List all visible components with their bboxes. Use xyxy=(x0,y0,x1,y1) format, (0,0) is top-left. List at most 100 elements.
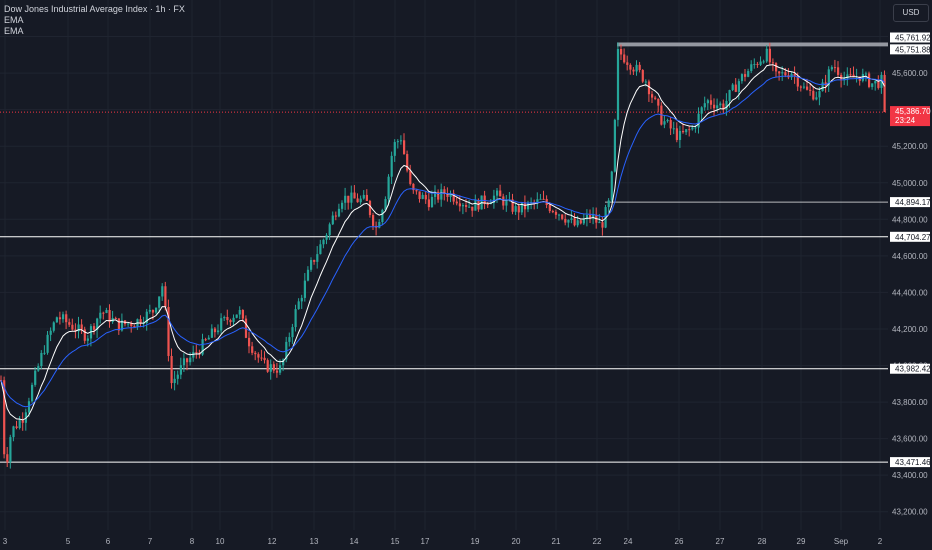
candle-body xyxy=(161,286,164,297)
candle-body xyxy=(709,100,713,105)
candle-body xyxy=(762,61,765,63)
candle-body xyxy=(775,63,778,72)
time-tick-label: 29 xyxy=(797,537,806,546)
candle-body xyxy=(765,48,768,62)
candle-body xyxy=(747,71,750,77)
candle-body xyxy=(672,128,675,130)
candle-body xyxy=(579,220,582,224)
candle-body xyxy=(812,90,815,100)
candle-body xyxy=(328,224,331,236)
currency-button[interactable]: USD xyxy=(893,4,929,22)
candle-body xyxy=(93,326,96,330)
time-tick-label: 2 xyxy=(878,537,883,546)
candle-body xyxy=(195,351,198,353)
chart-legend: Dow Jones Industrial Average Index · 1h … xyxy=(4,4,185,37)
candlestick-series xyxy=(0,42,886,469)
candle-body xyxy=(378,222,381,228)
candle-body xyxy=(641,70,644,82)
candle-body xyxy=(471,206,474,211)
candle-body xyxy=(657,98,660,106)
candle-body xyxy=(818,91,821,98)
candle-body xyxy=(802,86,806,88)
candle-body xyxy=(316,254,319,262)
time-tick-label: 22 xyxy=(593,537,602,546)
candle-body xyxy=(263,357,266,361)
candle-body xyxy=(204,339,207,341)
candle-body xyxy=(768,48,771,63)
candle-body xyxy=(685,129,688,133)
candle-body xyxy=(418,191,421,199)
time-tick-label: 26 xyxy=(675,537,684,546)
candle-body xyxy=(80,324,83,330)
candle-body xyxy=(151,309,155,313)
candle-body xyxy=(269,364,272,372)
candle-body xyxy=(3,380,6,455)
candle-body xyxy=(731,84,734,91)
price-axis[interactable]: 43,200.0043,400.0043,600.0043,800.0044,0… xyxy=(890,32,931,517)
time-axis[interactable]: 3 5 6 7 8 10 12 13 14 15 17 19 20 21 22 24 26 27 28 29 Sep 2 xyxy=(3,537,883,546)
candle-body xyxy=(96,318,99,330)
candle-body xyxy=(750,64,753,72)
candle-body xyxy=(303,280,306,298)
candle-body xyxy=(6,454,9,463)
candle-body xyxy=(691,127,694,130)
candle-body xyxy=(399,140,403,142)
candle-body xyxy=(492,195,496,204)
time-tick-label: 7 xyxy=(148,537,153,546)
candle-body xyxy=(71,324,74,330)
candle-body xyxy=(635,64,638,72)
candle-body xyxy=(440,189,443,200)
time-tick-label: 13 xyxy=(310,537,319,546)
candle-body xyxy=(12,426,15,438)
candle-body xyxy=(877,80,880,88)
candle-body xyxy=(434,191,437,197)
candle-body xyxy=(133,326,136,328)
candle-body xyxy=(105,310,108,313)
candle-body xyxy=(275,370,279,373)
candle-body xyxy=(554,211,558,215)
time-tick-label: 15 xyxy=(391,537,400,546)
candle-body xyxy=(567,219,570,223)
candle-body xyxy=(251,346,254,353)
ema-indicator-label-2[interactable]: EMA xyxy=(4,26,24,36)
candle-body xyxy=(443,189,446,194)
candle-body xyxy=(266,360,269,372)
price-tick-label: 44,400.00 xyxy=(892,288,928,297)
ema-indicator-label-1[interactable]: EMA xyxy=(4,15,24,25)
candle-body xyxy=(756,63,759,65)
candle-body xyxy=(356,198,359,203)
candle-body xyxy=(781,72,784,74)
candle-body xyxy=(505,199,508,206)
candle-body xyxy=(706,100,709,104)
candle-body xyxy=(427,199,430,208)
candle-body xyxy=(740,74,744,82)
candle-body xyxy=(223,316,226,319)
candle-body xyxy=(384,199,387,210)
candle-body xyxy=(570,218,573,220)
candle-body xyxy=(468,206,471,208)
candle-body xyxy=(548,205,551,212)
ema-lines xyxy=(0,64,885,421)
level-label: 45,751.88 xyxy=(895,45,931,54)
candle-body xyxy=(784,72,787,76)
candle-body xyxy=(716,105,719,109)
candle-body xyxy=(663,121,666,125)
candle-body xyxy=(322,239,325,245)
candle-body xyxy=(396,141,399,143)
price-tick-label: 45,600.00 xyxy=(892,69,928,78)
candle-body xyxy=(310,260,313,270)
candle-body xyxy=(771,62,775,64)
candle-body xyxy=(452,193,455,202)
candle-body xyxy=(179,365,182,375)
candle-body xyxy=(458,203,461,207)
candle-body xyxy=(713,104,716,109)
candle-body xyxy=(520,202,523,213)
candle-body xyxy=(120,320,124,331)
candle-body xyxy=(210,328,213,338)
price-tick-label: 43,400.00 xyxy=(892,471,928,480)
candle-body xyxy=(449,193,452,197)
candle-body xyxy=(737,81,740,92)
candle-body xyxy=(62,314,65,320)
candle-body xyxy=(43,352,46,354)
